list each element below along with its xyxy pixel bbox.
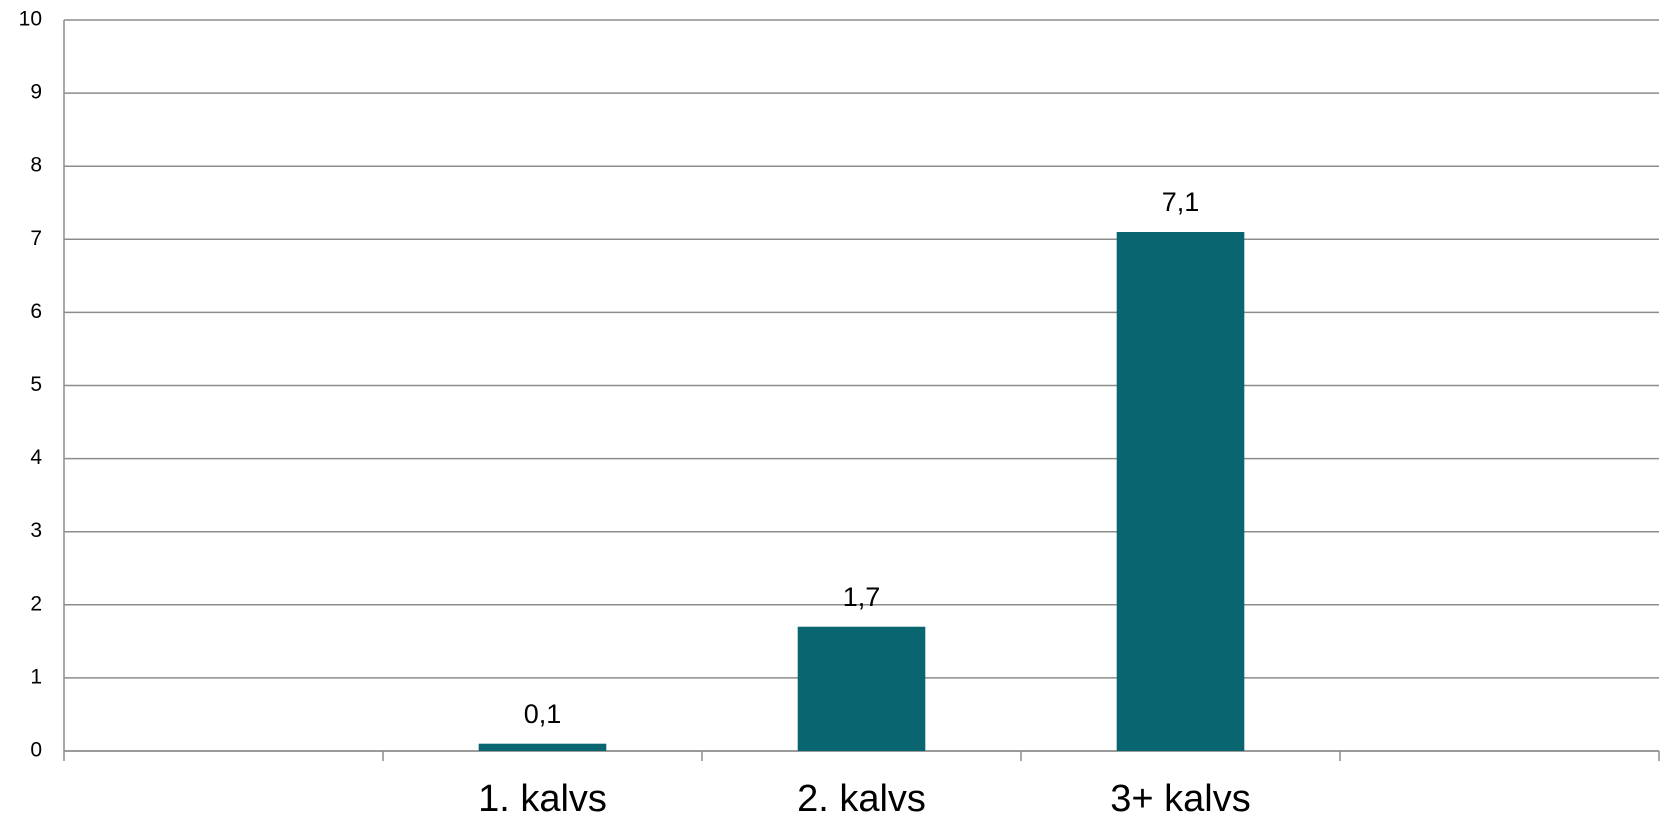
x-tick-label: 1. kalvs [478,778,607,820]
bar [1116,231,1245,752]
y-tick-label: 4 [30,446,42,469]
y-tick-label: 5 [30,373,42,396]
x-tick-label: 2. kalvs [797,778,926,820]
value-label: 0,1 [524,699,562,729]
y-tick-label: 10 [19,8,42,31]
value-label: 1,7 [843,582,881,612]
y-tick-label: 2 [30,592,42,615]
y-tick-label: 7 [30,227,42,250]
y-tick-label: 9 [30,81,42,104]
bar [478,743,607,751]
y-tick-label: 8 [30,154,42,177]
y-tick-label: 0 [30,739,42,762]
y-tick-label: 6 [30,300,42,323]
bar [797,626,926,751]
value-label: 7,1 [1162,187,1200,217]
y-tick-label: 3 [30,519,42,542]
x-tick-label: 3+ kalvs [1110,778,1250,820]
y-tick-label: 1 [30,665,42,688]
